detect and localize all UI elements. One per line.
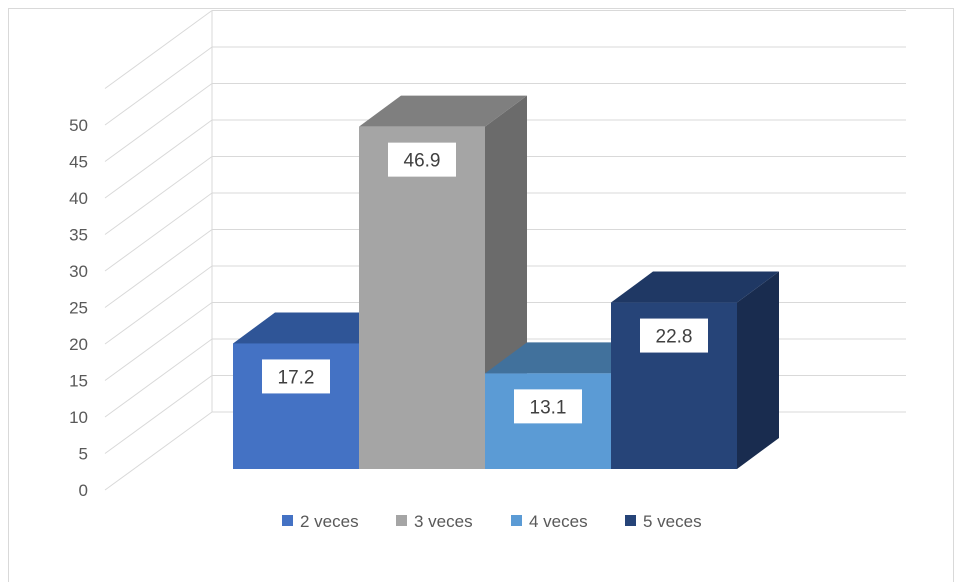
bar-top bbox=[359, 95, 527, 127]
bar-4 bbox=[611, 271, 779, 469]
data-label-box bbox=[514, 389, 582, 424]
legend-swatch bbox=[282, 515, 293, 526]
y-tick-label: 35 bbox=[69, 226, 88, 245]
gridline-side bbox=[104, 46, 213, 126]
y-tick-label: 5 bbox=[79, 445, 88, 464]
legend-item: 4 veces bbox=[511, 512, 588, 531]
y-tick-label: 10 bbox=[69, 408, 88, 427]
legend-swatch bbox=[396, 515, 407, 526]
bars bbox=[233, 95, 779, 469]
y-tick-label: 0 bbox=[79, 481, 88, 500]
legend-item: 2 veces bbox=[282, 512, 359, 531]
data-labels: 17.2 46.9 13.1 22.8 bbox=[262, 142, 708, 424]
legend-item: 5 veces bbox=[625, 512, 702, 531]
legend-swatch bbox=[511, 515, 522, 526]
gridline-side bbox=[104, 375, 213, 454]
y-tick-label: 50 bbox=[69, 116, 88, 135]
gridline-side bbox=[104, 83, 213, 162]
data-label: 46.9 bbox=[388, 142, 456, 177]
y-tick-label: 15 bbox=[69, 372, 88, 391]
data-label-box bbox=[262, 359, 330, 394]
gridline-side bbox=[104, 119, 213, 199]
data-label-box bbox=[388, 142, 456, 177]
y-tick-label: 30 bbox=[69, 262, 88, 281]
data-label-box bbox=[640, 318, 708, 353]
legend-label: 5 veces bbox=[643, 512, 702, 531]
gridline-side bbox=[104, 265, 213, 345]
data-label: 13.1 bbox=[514, 389, 582, 424]
bar-top bbox=[611, 271, 779, 303]
data-label-value: 17.2 bbox=[278, 367, 315, 388]
data-label-value: 13.1 bbox=[530, 397, 567, 418]
legend-label: 3 veces bbox=[414, 512, 473, 531]
gridline-side bbox=[104, 192, 213, 272]
legend: 2 veces 3 veces 4 veces 5 veces bbox=[282, 512, 702, 531]
gridline-side bbox=[104, 411, 213, 491]
gridline-side bbox=[104, 229, 213, 308]
legend-label: 2 veces bbox=[300, 512, 359, 531]
gridline-side bbox=[104, 302, 213, 381]
bar-front bbox=[359, 126, 485, 469]
y-tick-label: 40 bbox=[69, 189, 88, 208]
gridline-side bbox=[104, 338, 213, 418]
gridline-side bbox=[104, 10, 213, 89]
legend-label: 4 veces bbox=[529, 512, 588, 531]
data-label: 22.8 bbox=[640, 318, 708, 353]
gridline-side bbox=[104, 156, 213, 235]
data-label-value: 46.9 bbox=[404, 151, 441, 172]
data-label-value: 22.8 bbox=[656, 327, 693, 348]
y-axis: 0 5 10 15 20 25 30 35 40 45 50 bbox=[69, 116, 88, 500]
legend-item: 3 veces bbox=[396, 512, 473, 531]
data-label: 17.2 bbox=[262, 359, 330, 394]
y-tick-label: 45 bbox=[69, 153, 88, 172]
bar-side bbox=[737, 271, 779, 469]
y-tick-label: 20 bbox=[69, 335, 88, 354]
legend-swatch bbox=[625, 515, 636, 526]
y-tick-label: 25 bbox=[69, 299, 88, 318]
